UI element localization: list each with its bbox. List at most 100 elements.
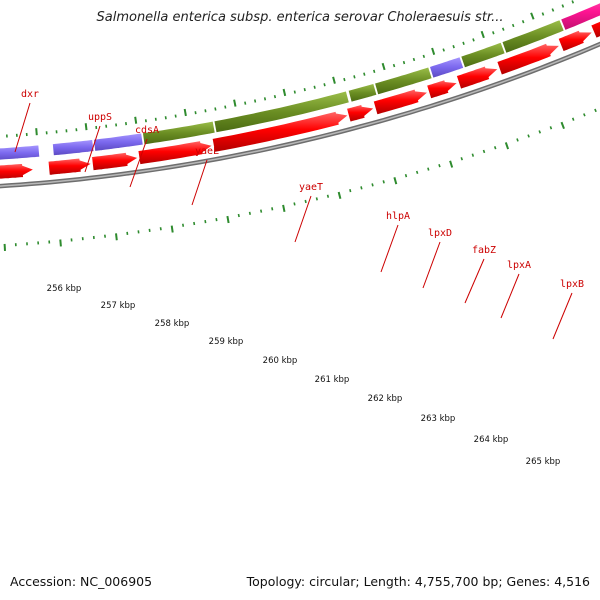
- outer-tick: [480, 30, 485, 39]
- inner-tick: [337, 191, 342, 200]
- gene-label: fabZ: [472, 245, 496, 256]
- backbone-track: [0, 41, 600, 189]
- outer-tick: [431, 47, 436, 55]
- inner-tick: [415, 170, 419, 175]
- gene-leader-line: [84, 125, 101, 173]
- outer-tick: [353, 75, 356, 79]
- gene-leader-line: [380, 224, 399, 273]
- outer-tick: [332, 76, 336, 84]
- cds-arrow: [0, 163, 35, 180]
- gene-label-layer: dxr uppS cdsA yaeL yaeT hlpA lpxD fabZ lpxA lpxB: [14, 89, 584, 340]
- inner-tick: [271, 207, 274, 211]
- outer-tick: [273, 95, 277, 99]
- cog-segment: [460, 41, 506, 69]
- outer-tick: [164, 116, 167, 120]
- outer-tick: [452, 45, 455, 49]
- outer-tick: [422, 54, 426, 59]
- inner-tick: [594, 108, 597, 113]
- inner-tick: [504, 142, 510, 150]
- kbp-label: 258 kbp: [155, 319, 190, 329]
- outer-tick: [183, 108, 187, 117]
- kbp-label: 257 kbp: [101, 301, 136, 311]
- outer-tick: [373, 69, 376, 74]
- inner-tick: [248, 211, 251, 215]
- outer-tick: [323, 83, 326, 87]
- inner-tick: [538, 130, 542, 134]
- inner-tick: [482, 149, 486, 154]
- cog-segment: [142, 120, 216, 146]
- cds-arrow: [496, 42, 561, 76]
- inner-tick: [360, 186, 363, 190]
- outer-tick: [462, 41, 465, 45]
- gene-label: lpxA: [507, 260, 531, 271]
- cds-arrow: [455, 65, 500, 90]
- gene-label: yaeT: [299, 182, 323, 193]
- outer-tick: [541, 12, 545, 16]
- gene-leader-line: [191, 159, 208, 206]
- kbp-scale: 256 kbp 257 kbp 258 kbp 259 kbp 260 kbp 261 k…: [47, 284, 561, 467]
- outer-tick: [204, 109, 207, 113]
- cog-segment: [93, 132, 144, 152]
- outer-tick: [402, 60, 406, 65]
- accession-text: Accession: NC_006905: [10, 574, 153, 589]
- cog-segment: [51, 139, 95, 157]
- outer-tick: [244, 101, 247, 105]
- inner-tick: [204, 219, 207, 224]
- inner-tick: [304, 199, 307, 204]
- outer-tick: [412, 57, 416, 62]
- outer-tick: [84, 123, 88, 131]
- gene-leader-line: [294, 195, 312, 243]
- genome-title: Salmonella enterica subsp. enterica sero…: [96, 10, 504, 25]
- cog-segment: [347, 83, 378, 103]
- cog-segment: [560, 2, 600, 31]
- inner-tick: [193, 221, 196, 226]
- backbone-highlight: [0, 43, 600, 187]
- cds-arrow: [557, 29, 594, 53]
- gene-leader-line: [552, 292, 573, 340]
- cds-arrow: [590, 20, 600, 39]
- outer-tick: [174, 114, 177, 118]
- inner-tick: [493, 146, 497, 150]
- outer-tick: [293, 90, 296, 94]
- cog-segment: [213, 90, 350, 134]
- inner-tick: [549, 126, 553, 130]
- outer-tick: [263, 97, 267, 101]
- gene-leader-line: [422, 241, 441, 289]
- cog-track: [0, 2, 600, 161]
- inner-tick: [226, 215, 230, 224]
- gene-label: yaeL: [195, 146, 219, 157]
- outer-tick: [214, 107, 217, 111]
- inner-tick: [527, 134, 530, 138]
- inner-tick: [237, 213, 240, 218]
- outer-tick: [381, 62, 386, 71]
- inner-tick: [427, 167, 430, 171]
- outer-tick: [233, 99, 237, 107]
- kbp-label: 261 kbp: [315, 375, 350, 385]
- gene-label: lpxD: [428, 228, 452, 239]
- outer-tick: [521, 20, 525, 24]
- outer-tick: [282, 88, 287, 97]
- inner-tick: [59, 239, 62, 247]
- outer-tick: [224, 105, 227, 109]
- inner-tick: [182, 223, 185, 227]
- outer-tick: [571, 0, 575, 4]
- outer-tick: [35, 128, 38, 136]
- inner-tick: [349, 189, 352, 193]
- inner-tick: [382, 180, 385, 184]
- outer-tick: [442, 48, 445, 52]
- outer-tick: [392, 63, 396, 68]
- cog-segment: [374, 66, 433, 96]
- kbp-label: 262 kbp: [368, 394, 403, 404]
- inner-tick: [282, 204, 286, 212]
- kbp-label: 263 kbp: [421, 414, 456, 424]
- outer-tick: [313, 85, 316, 89]
- cog-segment: [429, 56, 465, 79]
- inner-tick: [438, 164, 441, 168]
- outer-tick: [551, 8, 555, 12]
- inner-tick: [393, 177, 398, 185]
- inner-tick: [571, 117, 575, 121]
- inner-tick: [260, 209, 263, 213]
- outer-tick: [343, 77, 346, 82]
- gene-label: uppS: [88, 112, 112, 123]
